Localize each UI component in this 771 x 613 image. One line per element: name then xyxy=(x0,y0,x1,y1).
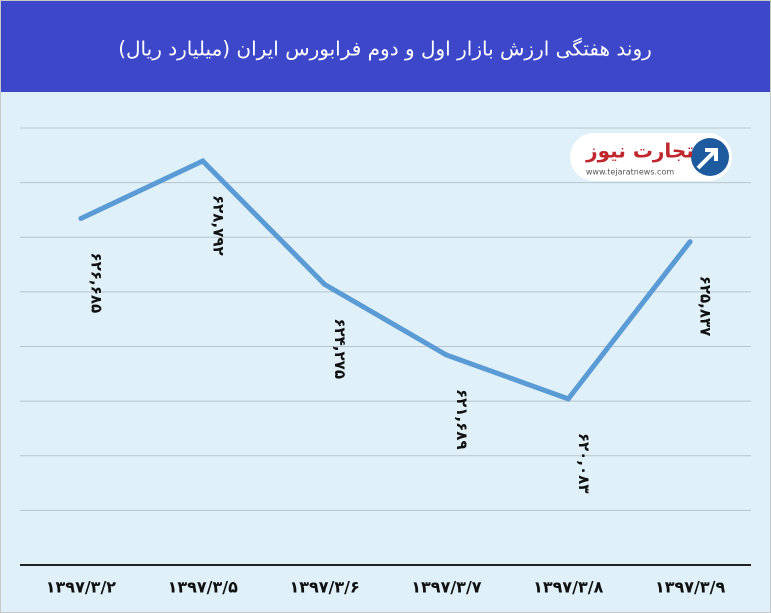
logo-url: www.tejaratnews.com xyxy=(586,168,674,177)
logo-background xyxy=(570,133,732,181)
logo-arrow xyxy=(696,148,718,170)
data-line xyxy=(79,157,693,402)
data-point xyxy=(200,158,206,164)
x-tick-label: ۱۳۹۷/۳/۷ xyxy=(411,578,482,597)
data-point xyxy=(565,396,571,402)
x-tick-label: ۱۳۹۷/۳/۹ xyxy=(655,578,726,597)
logo-name: تجارت نیوز xyxy=(585,139,694,163)
chart-title: روند هفتگی ارزش بازار اول و دوم فرابورس … xyxy=(118,37,652,61)
data-point xyxy=(322,281,328,287)
data-label: ۶۲۵,۸۳۷ xyxy=(697,276,715,337)
data-point xyxy=(78,216,84,222)
x-tick-label: ۱۳۹۷/۳/۸ xyxy=(533,578,604,597)
data-point xyxy=(687,239,693,245)
logo: تجارت نیوز www.tejaratnews.com xyxy=(570,133,732,181)
data-point xyxy=(443,352,449,358)
x-tick-label: ۱۳۹۷/۳/۵ xyxy=(168,578,239,597)
data-label: ۶۲۱,۶۸۹ xyxy=(453,389,471,450)
x-tick-label: ۱۳۹۷/۳/۲ xyxy=(46,578,117,597)
header-band xyxy=(1,1,770,92)
data-label: ۶۲۰,۰۸۳ xyxy=(575,433,593,494)
data-label: ۶۲۶,۶۸۵ xyxy=(87,253,105,314)
data-label: ۶۲۸,۷۹۲ xyxy=(209,195,227,256)
x-tick-label: ۱۳۹۷/۳/۶ xyxy=(289,578,359,597)
data-label: ۶۲۴,۲۷۵ xyxy=(331,318,349,379)
